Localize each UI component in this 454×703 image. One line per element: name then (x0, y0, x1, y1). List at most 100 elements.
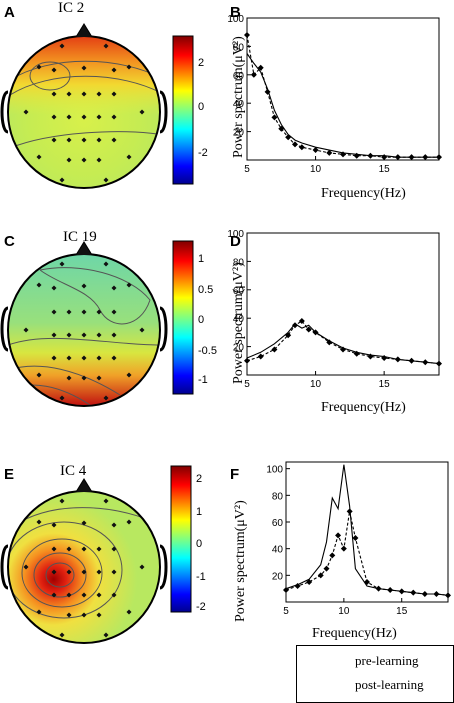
electrode-dot (66, 612, 72, 618)
cbar-tick: 2 (198, 57, 204, 69)
electrode-dot (51, 522, 57, 528)
electrode-dot (81, 283, 87, 289)
electrode-dot (103, 498, 109, 504)
y-tick-label: 60 (233, 286, 245, 297)
y-tick-label: 100 (266, 465, 283, 476)
electrode-dot (66, 157, 72, 163)
electrode-dot (111, 285, 117, 291)
post-learning-point (257, 353, 264, 360)
electrode-dot (66, 332, 72, 338)
electrode-dot (36, 519, 42, 525)
electrode-dot (36, 282, 42, 288)
electrode-dot (111, 332, 117, 338)
cbar-tick: 0 (198, 101, 204, 113)
electrode-dot (126, 282, 132, 288)
cbar-tick: 0.5 (198, 284, 213, 296)
post-learning-point (422, 359, 429, 366)
post-learning-point (312, 329, 319, 336)
electrode-dot (66, 309, 72, 315)
post-learning-point (340, 151, 346, 158)
electrode-dot (66, 546, 72, 552)
post-learning-point (381, 154, 388, 161)
electrode-dot (81, 332, 87, 338)
electrode-dot (96, 157, 102, 163)
y-tick-label: 80 (272, 491, 284, 502)
y-tick-label: 40 (233, 314, 245, 325)
electrode-dot (111, 67, 117, 73)
y-tick-label: 80 (233, 257, 245, 268)
post-learning-point (433, 591, 440, 597)
ylabel-b: Power spectrum(μV²) (231, 36, 246, 158)
electrode-dot (51, 67, 57, 73)
post-learning-point (285, 134, 292, 141)
electrode-dot (126, 154, 132, 160)
post-learning-point (367, 353, 374, 360)
cbar-tick: -2 (198, 147, 208, 159)
x-tick-label: 15 (379, 379, 391, 390)
post-learning-point (394, 356, 401, 363)
cbar-tick: 1 (196, 506, 202, 518)
post-learning-point (398, 588, 405, 595)
y-tick-label: 40 (233, 99, 245, 110)
y-tick-label: 100 (227, 229, 244, 240)
electrode-dot (139, 327, 145, 333)
electrode-dot (111, 522, 117, 528)
electrode-dot (96, 114, 102, 120)
post-learning-point (294, 583, 301, 589)
post-learning-point (271, 346, 278, 353)
electrode-dot (111, 91, 117, 97)
electrode-dot (96, 309, 102, 315)
electrode-dot (81, 355, 87, 361)
post-learning-point (340, 346, 346, 353)
y-tick-label: 40 (272, 545, 284, 556)
electrode-dot (111, 355, 117, 361)
electrode-dot (51, 546, 57, 552)
electrode-dot (103, 43, 109, 49)
post-learning-point (408, 357, 415, 364)
electrode-dot (23, 109, 29, 115)
electrode-dot (66, 569, 72, 575)
electrode-dot (59, 261, 65, 267)
electrode-dot (96, 375, 102, 381)
post-learning-point (436, 154, 442, 161)
electrode-dot (59, 43, 65, 49)
electrode-dot (139, 564, 145, 570)
electrode-dot (103, 395, 109, 401)
electrode-dot (66, 114, 72, 120)
electrode-dot (96, 612, 102, 618)
y-tick-label: 20 (233, 128, 245, 139)
electrode-dot (103, 261, 109, 267)
post-learning-point (312, 147, 319, 154)
colorbar-ic4 (170, 465, 192, 613)
x-tick-label: 10 (310, 164, 322, 175)
electrode-dot (103, 632, 109, 638)
electrode-dot (126, 64, 132, 70)
post-learning-point (335, 532, 342, 539)
post-learning-point (317, 572, 324, 579)
electrode-dot (51, 91, 57, 97)
post-learning-point (421, 591, 428, 597)
colorbar-tick-labels: 2 0 -2 1 0.5 0 -0.5 -1 2 1 0 -1 -2 (196, 57, 217, 613)
y-tick-label: 80 (233, 42, 245, 53)
x-tick-label: 10 (310, 379, 322, 390)
electrode-dot (51, 355, 57, 361)
x-tick-label: 15 (379, 164, 391, 175)
post-learning-point (250, 71, 257, 78)
electrode-dot (66, 375, 72, 381)
post-learning-point (257, 64, 264, 71)
post-learning-point (323, 565, 330, 572)
electrode-dot (111, 569, 117, 575)
electrode-dot (103, 177, 109, 183)
post-learning-point (346, 508, 353, 515)
post-learning-point (364, 579, 370, 585)
post-learning-point (410, 589, 417, 596)
electrode-dot (36, 154, 42, 160)
electrode-dot (81, 157, 87, 163)
electrode-dot (66, 355, 72, 361)
electrode-dot (51, 137, 57, 143)
electrode-dot (96, 355, 102, 361)
ylabel-f: Power spectrum(μV²) (233, 500, 248, 622)
electrode-dot (81, 309, 87, 315)
xlabel-d: Frequency(Hz) (321, 400, 406, 415)
